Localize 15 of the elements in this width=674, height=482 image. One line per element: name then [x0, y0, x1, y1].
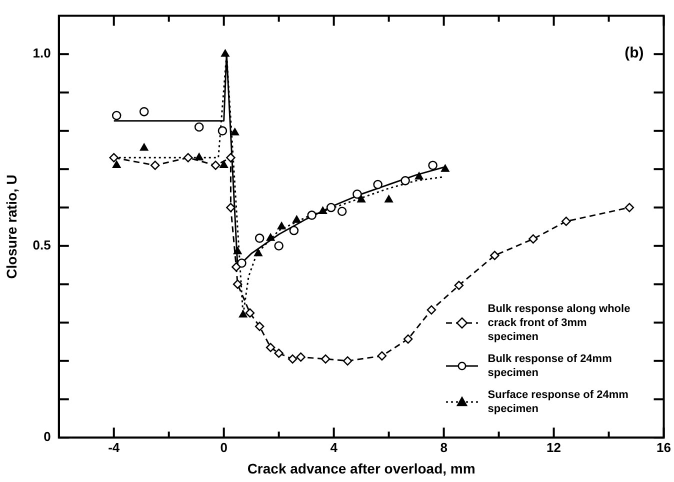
- x-tick-label: -4: [108, 440, 120, 455]
- legend-label: Surface response of 24mm specimen: [488, 388, 630, 416]
- y-axis-title: Closure ratio, U: [3, 174, 20, 279]
- x-tick-label: 0: [220, 440, 228, 455]
- annotation: (b): [624, 44, 644, 62]
- x-tick-label: 8: [440, 440, 448, 455]
- y-tick-label: 0: [44, 429, 51, 444]
- x-axis-title: Crack advance after overload, mm: [247, 460, 476, 476]
- x-tick-label: 4: [330, 440, 338, 455]
- y-tick-label: 0.5: [32, 237, 51, 252]
- legend-label: Bulk response along whole crack front of 3mm specimen: [488, 302, 632, 344]
- x-tick-label: 16: [656, 440, 672, 455]
- x-tick-label: 12: [546, 440, 562, 455]
- legend-label: Bulk response of 24mm specimen: [488, 352, 613, 380]
- y-tick-label: 1.0: [32, 46, 51, 61]
